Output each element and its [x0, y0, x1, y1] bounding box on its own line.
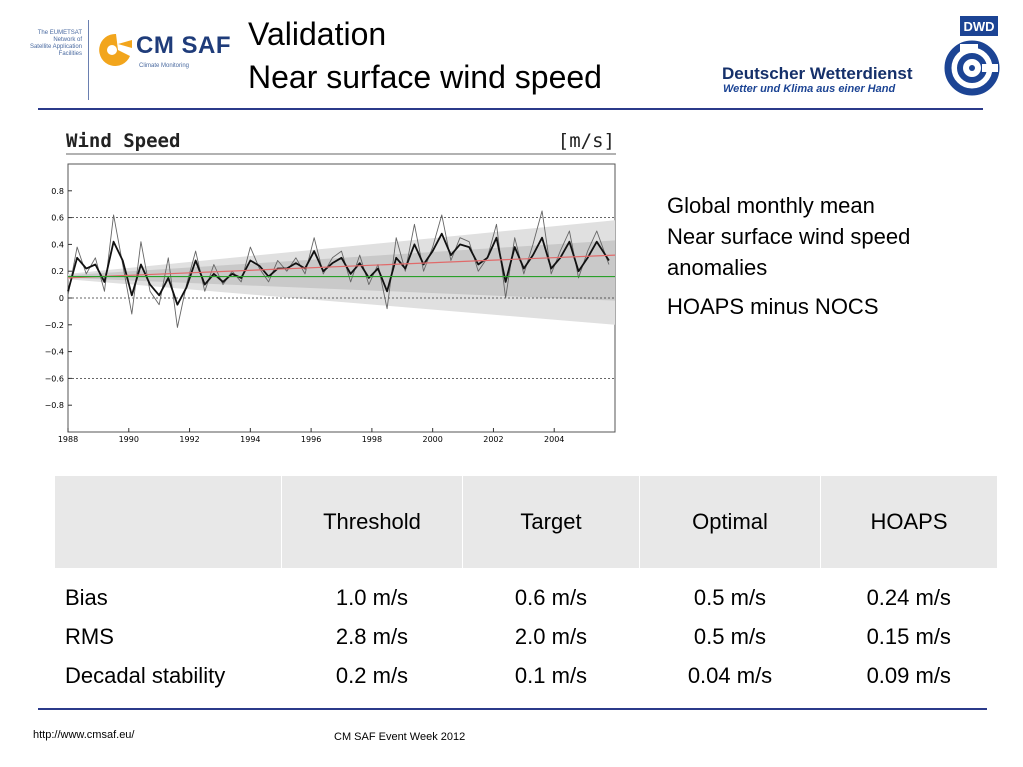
note-line: Global monthly mean — [667, 193, 875, 218]
table-header-row: Threshold Target Optimal HOAPS — [55, 476, 997, 568]
table-cell: 0.2 m/s — [335, 662, 409, 688]
dwd-badge-text: DWD — [963, 19, 994, 34]
x-tick-label: 1992 — [179, 435, 199, 444]
x-tick-label: 2004 — [544, 435, 564, 444]
y-tick-label: 0.2 — [51, 267, 64, 276]
table-cell: 0.6 m/s — [514, 584, 588, 610]
wind-speed-chart: Wind Speed [m/s] 0.8 0.6 0.4 0.2 0 −0.2 −0.4 −0… — [45, 130, 616, 444]
footer-url-link[interactable]: http://www.cmsaf.eu/ — [33, 729, 135, 741]
table-cell: 0.5 m/s — [693, 623, 767, 649]
x-tick-label: 2002 — [483, 435, 503, 444]
footer-event: CM SAF Event Week 2012 — [334, 731, 466, 743]
chart-unit: [m/s] — [558, 130, 615, 152]
table-row: RMS 2.8 m/s 2.0 m/s 0.5 m/s 0.15 m/s — [55, 617, 997, 656]
x-tick-label: 1990 — [119, 435, 139, 444]
note-line: HOAPS minus NOCS — [667, 294, 879, 319]
note-line: Near surface wind speed — [667, 224, 911, 249]
dwd-badge-box — [960, 16, 998, 36]
header-rule — [38, 108, 983, 110]
y-tick-label: 0.4 — [51, 240, 64, 249]
x-tick-label: 1996 — [301, 435, 321, 444]
cmsaf-name: CM SAF — [136, 32, 231, 59]
cmsaf-subtitle: Climate Monitoring — [139, 63, 190, 69]
uncertainty-envelope — [68, 240, 615, 301]
table-cell: 0.09 m/s — [866, 662, 951, 688]
trend-line — [67, 254, 616, 279]
table-cell: Bias — [65, 584, 108, 610]
table-cell: 0.5 m/s — [693, 584, 767, 610]
footer-rule — [38, 708, 987, 710]
chart-description: Global monthly mean Near surface wind sp… — [667, 190, 910, 322]
table-header-cell: Optimal — [639, 476, 821, 568]
table-cell: 1.0 m/s — [335, 584, 409, 610]
table-header-cell: HOAPS — [820, 476, 997, 568]
x-tick-label: 1988 — [58, 435, 78, 444]
slide-title-line1: Validation — [248, 16, 387, 52]
table-header-cell: Threshold — [281, 476, 463, 568]
table-cell: 2.0 m/s — [514, 623, 588, 649]
table-cell: 0.04 m/s — [687, 662, 773, 688]
cmsaf-logo-icon — [99, 33, 132, 66]
slide-title-line2: Near surface wind speed — [248, 59, 602, 95]
table-cell: RMS — [65, 623, 114, 649]
eumetsat-line: Network of — [53, 37, 82, 43]
logo-divider — [88, 20, 89, 100]
table-cell: 0.1 m/s — [514, 662, 588, 688]
table-cell: 0.24 m/s — [866, 584, 951, 610]
dwd-name: Deutscher Wetterdienst — [722, 64, 913, 83]
x-tick-label: 1998 — [362, 435, 382, 444]
note-line: anomalies — [667, 255, 768, 280]
table-cell: 2.8 m/s — [335, 623, 409, 649]
eumetsat-network-text: The EUMETSAT Network of Satellite Applic… — [14, 30, 82, 58]
anomaly-monthly-line — [67, 210, 610, 328]
table-row: Bias 1.0 m/s 0.6 m/s 0.5 m/s 0.24 m/s — [55, 568, 997, 617]
table-row: Decadal stability 0.2 m/s 0.1 m/s 0.04 m… — [55, 656, 997, 695]
y-tick-label: 0 — [59, 294, 64, 303]
table-cell: Decadal stability — [65, 662, 226, 688]
y-tick-label: 0.8 — [51, 187, 64, 196]
plot-area: 0.8 0.6 0.4 0.2 0 −0.2 −0.4 −0.6 −0.8 1988 1990 199… — [45, 163, 616, 444]
x-tick-label: 2000 — [422, 435, 442, 444]
eumetsat-line: Facilities — [58, 51, 82, 57]
eumetsat-line: Satellite Application — [29, 44, 82, 50]
eumetsat-line: The EUMETSAT — [37, 30, 82, 36]
y-tick-label: −0.8 — [45, 401, 64, 410]
y-tick-label: −0.6 — [45, 374, 64, 383]
table-header-cell: Target — [462, 476, 640, 568]
y-tick-label: −0.2 — [45, 321, 64, 330]
dwd-logo-icon: DWD — [944, 16, 1000, 96]
anomaly-smoothed-line — [67, 232, 610, 306]
dwd-slogan: Wetter und Klima aus einer Hand — [723, 83, 896, 95]
y-tick-label: 0.6 — [51, 214, 64, 223]
x-tick-label: 1994 — [240, 435, 260, 444]
chart-title: Wind Speed — [66, 130, 180, 152]
validation-table: Threshold Target Optimal HOAPS Bias 1.0 … — [55, 476, 997, 695]
y-tick-label: −0.4 — [45, 348, 64, 357]
table-cell: 0.15 m/s — [866, 623, 951, 649]
table-header-cell — [55, 476, 282, 568]
